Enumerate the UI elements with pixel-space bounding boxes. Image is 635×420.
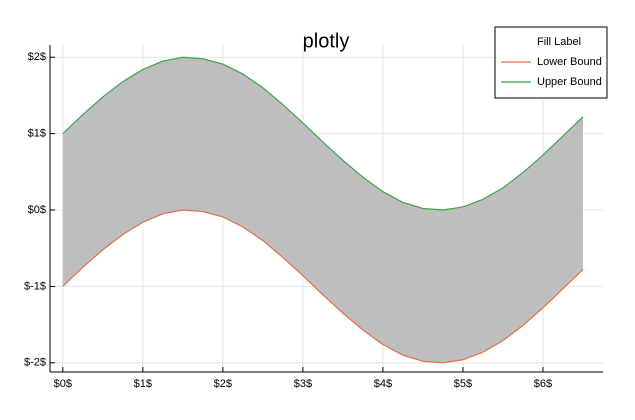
y-tick-label: $1$ [28, 128, 46, 140]
fill-area [62, 57, 583, 363]
legend-label: Fill Label [537, 36, 581, 48]
legend-label: Upper Bound [537, 76, 602, 88]
x-tick-label: $2$ [214, 378, 232, 390]
series-line [62, 209, 584, 364]
x-tick-label: $4$ [374, 378, 392, 390]
x-tick-label: $0$ [54, 378, 72, 390]
x-tick-label: $3$ [294, 378, 312, 390]
chart-title: plotly [303, 30, 350, 52]
legend: Fill Label Lower Bound Upper Bound [494, 26, 608, 99]
y-tick-label: $0$ [28, 204, 46, 216]
legend-label: Lower Bound [537, 56, 602, 68]
x-tick-label: $1$ [134, 378, 152, 390]
y-tick-label: $-2$ [24, 357, 46, 369]
y-tick-label: $-1$ [24, 280, 46, 292]
x-tick-label: $6$ [534, 378, 552, 390]
x-tick-label: $5$ [454, 378, 472, 390]
series-line [62, 56, 584, 211]
y-tick-label: $2$ [28, 51, 46, 63]
